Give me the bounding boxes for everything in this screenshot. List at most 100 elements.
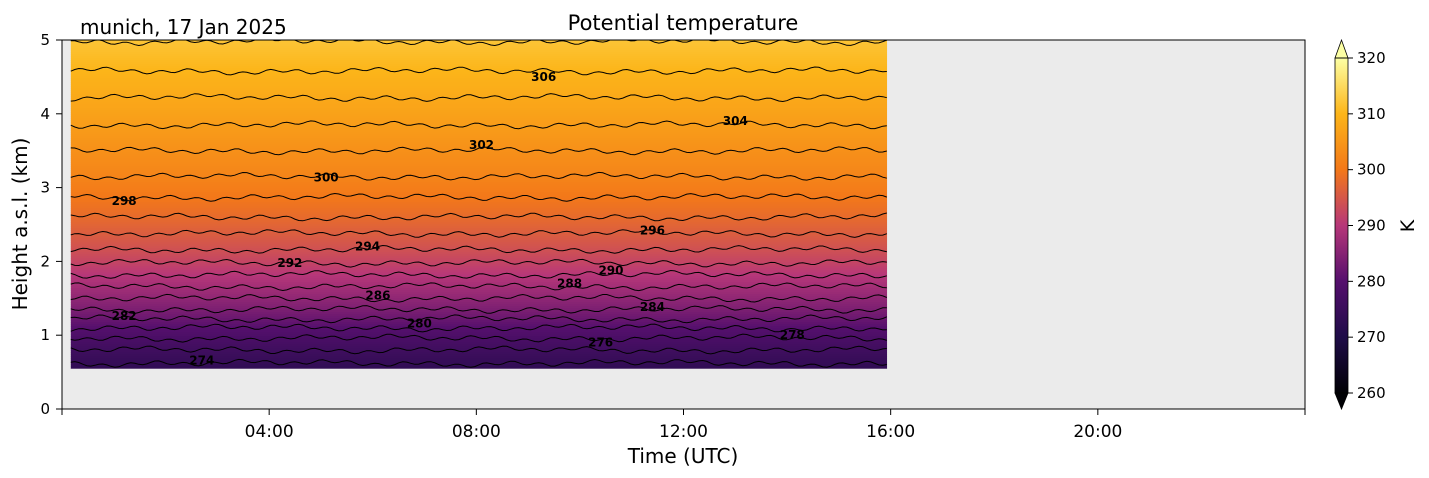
- y-axis-ticks: 0 1 2 3 4 5: [40, 31, 62, 418]
- x-axis-label: Time (UTC): [627, 444, 739, 468]
- colorbar-tick-label: 310: [1357, 105, 1386, 123]
- field-band: [70, 78, 888, 81]
- field-band: [70, 366, 888, 369]
- field-band: [70, 158, 888, 161]
- field-band: [70, 324, 888, 327]
- y-tick-label: 4: [40, 105, 50, 123]
- field-band: [70, 174, 888, 177]
- field-band: [70, 72, 888, 75]
- field-band: [70, 60, 888, 63]
- field-band: [70, 322, 888, 325]
- chart-subtitle: munich, 17 Jan 2025: [80, 15, 287, 39]
- contour-286: [70, 293, 887, 303]
- field-band: [70, 240, 888, 243]
- field-band: [70, 166, 888, 169]
- contour-284: [70, 305, 887, 315]
- field-band: [70, 68, 888, 71]
- field-band: [70, 98, 888, 101]
- contour-label-284: 284: [640, 300, 665, 314]
- y-tick-label: 2: [40, 252, 50, 270]
- field-band: [70, 222, 888, 225]
- field-band: [70, 272, 888, 275]
- field-band: [70, 292, 888, 295]
- field-band: [70, 196, 888, 199]
- colorbar-tick-label: 300: [1357, 161, 1386, 179]
- field-band: [70, 256, 888, 259]
- field-band: [70, 248, 888, 251]
- colorbar-tick-label: 260: [1357, 384, 1386, 402]
- contour-label-280: 280: [407, 316, 432, 330]
- field-band: [70, 274, 888, 277]
- contour-298: [70, 212, 887, 222]
- field-band: [70, 156, 888, 159]
- x-tick-label: 20:00: [1073, 422, 1122, 442]
- field-band: [70, 104, 888, 107]
- contour-296: [70, 229, 887, 238]
- field-band: [70, 318, 888, 321]
- field-band: [70, 270, 888, 273]
- field-band: [70, 218, 888, 221]
- field-band: [70, 234, 888, 237]
- colorbar-tick-label: 320: [1357, 49, 1386, 67]
- field-band: [70, 116, 888, 119]
- contour-label-300: 300: [314, 170, 339, 184]
- field-band: [70, 252, 888, 255]
- contour-310: [70, 66, 887, 76]
- field-band: [70, 74, 888, 77]
- field-band: [70, 342, 888, 345]
- field-band: [70, 306, 888, 309]
- contour-label-298: 298: [112, 194, 137, 208]
- field-band: [70, 360, 888, 363]
- field-band: [70, 58, 888, 61]
- field-band: [70, 368, 888, 369]
- colorbar-tick-label: 290: [1357, 217, 1386, 235]
- field-band: [70, 238, 888, 241]
- field-band: [70, 216, 888, 219]
- field-band: [70, 310, 888, 313]
- x-tick-label: 12:00: [659, 422, 708, 442]
- contour-label-276: 276: [588, 336, 613, 350]
- field-band: [70, 160, 888, 163]
- contour-label-294: 294: [355, 240, 380, 254]
- field-band: [70, 110, 888, 113]
- field-band: [70, 304, 888, 307]
- temperature-field: [70, 40, 888, 369]
- field-band: [70, 186, 888, 189]
- field-band: [70, 52, 888, 55]
- field-band: [70, 288, 888, 291]
- field-band: [70, 126, 888, 129]
- field-band: [70, 326, 888, 329]
- contour-label-286: 286: [365, 288, 390, 302]
- field-band: [70, 194, 888, 197]
- colorbar-tick-label: 270: [1357, 328, 1386, 346]
- field-band: [70, 258, 888, 261]
- field-band: [70, 290, 888, 293]
- field-band: [70, 334, 888, 337]
- colorbar-extend-bottom: [1334, 392, 1349, 411]
- colorbar-gradient: [1335, 58, 1348, 393]
- field-band: [70, 226, 888, 229]
- field-band: [70, 260, 888, 263]
- field-band: [70, 180, 888, 183]
- field-band: [70, 220, 888, 223]
- field-band: [70, 314, 888, 317]
- colorbar-tick-label: 280: [1357, 272, 1386, 290]
- contour-276: [70, 345, 887, 355]
- field-band: [70, 312, 888, 315]
- field-band: [70, 332, 888, 335]
- contour-290: [70, 269, 887, 279]
- contour-label-290: 290: [598, 263, 623, 277]
- field-band: [70, 212, 888, 215]
- y-tick-label: 5: [40, 31, 50, 49]
- field-band: [70, 356, 888, 359]
- field-band: [70, 48, 888, 51]
- field-band: [70, 100, 888, 103]
- field-band: [70, 244, 888, 247]
- x-axis-ticks: 04:00 08:00 12:00 16:00 20:00: [61, 409, 1306, 442]
- field-band: [70, 130, 888, 133]
- contour-label-304: 304: [723, 114, 748, 128]
- contour-308: [70, 93, 887, 103]
- field-band: [70, 62, 888, 65]
- field-band: [70, 316, 888, 319]
